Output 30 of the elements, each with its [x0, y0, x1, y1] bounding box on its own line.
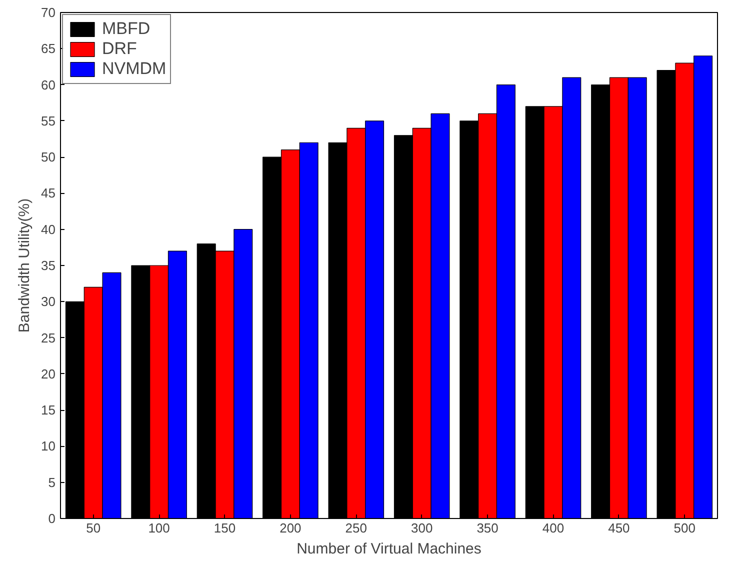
x-tick-label: 350 — [476, 520, 498, 536]
y-tick-label: 65 — [41, 41, 56, 56]
y-tick-label: 35 — [41, 258, 56, 273]
legend-label: NVMDM — [102, 59, 166, 79]
legend-label: MBFD — [102, 19, 150, 39]
y-tick-label: 20 — [41, 366, 56, 382]
y-tick-label: 50 — [41, 150, 56, 165]
y-tick-label: 55 — [41, 113, 56, 128]
x-tick-label: 200 — [280, 520, 302, 536]
y-tick-label: 60 — [41, 77, 56, 92]
y-tick-label: 70 — [41, 5, 56, 20]
x-tick-label: 100 — [148, 520, 170, 536]
x-tick-label: 300 — [411, 520, 433, 536]
y-tick-label: 5 — [48, 474, 56, 490]
y-tick-label: 40 — [41, 222, 56, 237]
x-tick-label: 50 — [86, 520, 101, 536]
x-tick-label: 150 — [214, 520, 236, 536]
y-tick-label: 45 — [41, 186, 56, 201]
x-axis-title: Number of Virtual Machines — [296, 540, 482, 558]
x-tick-label: 400 — [542, 520, 564, 536]
x-tick-label: 450 — [608, 520, 630, 536]
y-tick-label: 15 — [41, 402, 56, 418]
y-tick-label: 30 — [41, 294, 56, 310]
y-tick-label: 0 — [48, 511, 56, 526]
y-tick-label: 10 — [41, 438, 56, 454]
legend-label: DRF — [102, 39, 137, 59]
y-tick-label: 25 — [41, 330, 56, 346]
x-tick-label: 500 — [674, 520, 696, 536]
y-axis-title: Bandwidth Utility(%) — [16, 198, 34, 333]
x-tick-label: 250 — [345, 520, 368, 536]
